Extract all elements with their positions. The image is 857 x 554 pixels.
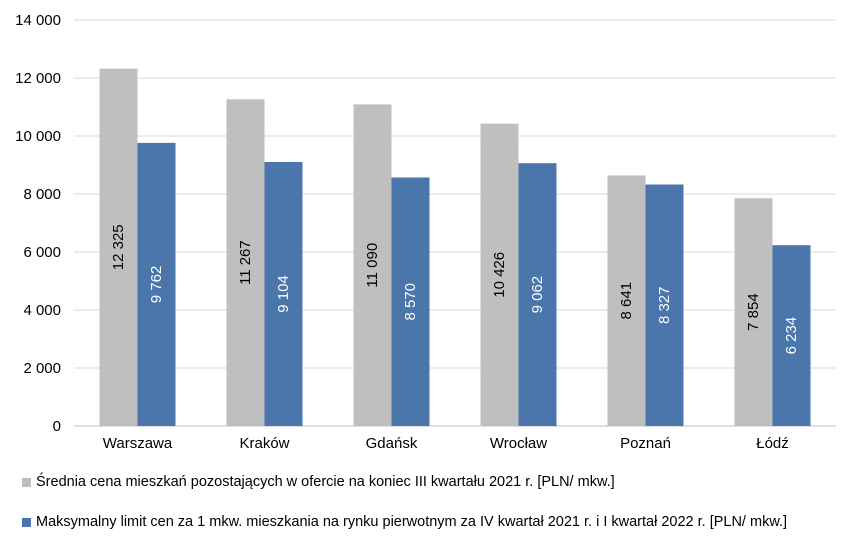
y-tick-label: 2 000	[23, 360, 61, 377]
legend-label-series-2: Maksymalny limit cen za 1 mkw. mieszkani…	[36, 514, 788, 530]
data-label: 7 854	[745, 293, 762, 331]
legend-swatch-series-1	[22, 477, 31, 487]
bar-series-2	[137, 142, 176, 427]
bar-series-1	[480, 123, 519, 427]
data-label: 8 327	[656, 286, 673, 324]
x-category-label: Warszawa	[103, 435, 173, 452]
y-tick-label: 6 000	[23, 244, 61, 261]
data-label: 11 267	[237, 240, 254, 285]
y-tick-label: 4 000	[23, 302, 61, 319]
bar-series-1	[226, 99, 265, 426]
x-category-label: Wrocław	[490, 435, 547, 452]
bar-series-2	[264, 161, 303, 426]
y-tick-label: 12 000	[15, 70, 61, 87]
x-category-label: Gdańsk	[366, 435, 418, 452]
data-label: 9 104	[275, 275, 292, 313]
data-label: 6 234	[783, 317, 800, 355]
bar-series-1	[734, 198, 773, 426]
data-label: 8 641	[618, 282, 635, 320]
bar-series-1	[607, 175, 646, 426]
x-category-label: Łódź	[756, 435, 789, 452]
bar-series-2	[391, 177, 430, 426]
bar-series-2	[518, 163, 557, 426]
x-axis-categories: Warszawa Kraków Gdańsk Wrocław Poznań Łódź	[103, 435, 789, 452]
legend-swatch-series-2	[22, 517, 31, 527]
y-tick-label: 8 000	[23, 186, 61, 203]
bar-series-1	[353, 104, 392, 426]
bar-series-2	[772, 245, 811, 426]
data-label: 10 426	[491, 252, 508, 298]
data-label: 9 062	[529, 276, 546, 314]
data-label: 11 090	[364, 243, 381, 288]
legend-item-series-1: Średnia cena mieszkań pozostających w of…	[22, 474, 615, 490]
legend-label-series-1: Średnia cena mieszkań pozostających w of…	[36, 474, 615, 490]
x-category-label: Poznań	[620, 435, 671, 452]
legend-item-series-2: Maksymalny limit cen za 1 mkw. mieszkani…	[22, 514, 787, 530]
x-category-label: Kraków	[239, 435, 289, 452]
y-tick-label: 0	[53, 418, 61, 435]
y-axis-ticks: 0 2 000 4 000 6 000 8 000 10 000 12 000 14 000	[15, 12, 61, 435]
gridlines	[74, 19, 836, 427]
bar-series-2	[645, 184, 684, 426]
data-label: 8 570	[402, 283, 419, 321]
bars: 12 325 9 762 11 267 9 104 11 090 8 570 10 426 9…	[99, 68, 811, 427]
y-tick-label: 10 000	[15, 128, 61, 145]
y-tick-label: 14 000	[15, 12, 61, 29]
data-label: 9 762	[148, 266, 165, 304]
bar-series-1	[99, 68, 138, 426]
data-label: 12 325	[110, 224, 127, 270]
